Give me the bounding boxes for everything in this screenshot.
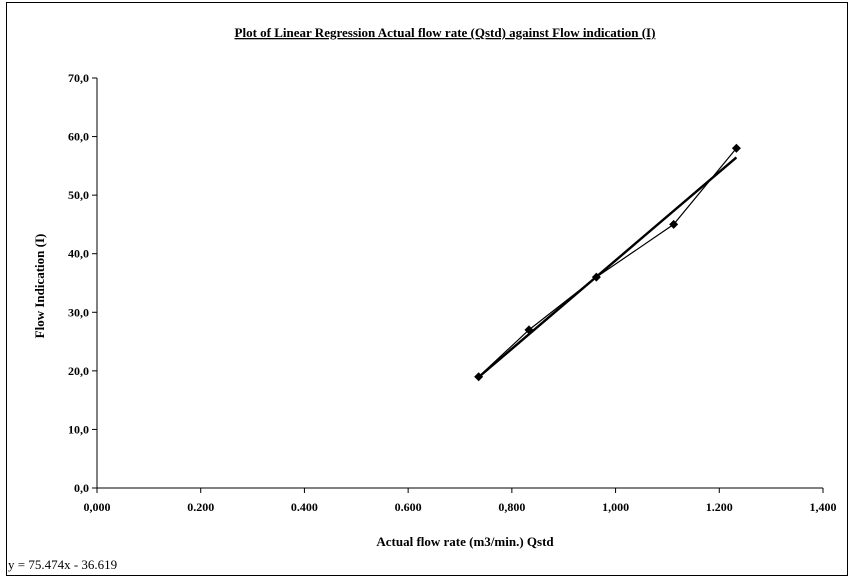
x-tick-label: 0,000 [84,500,111,514]
y-tick-label: 60,0 [68,130,89,144]
series-line [478,147,737,378]
x-axis-label: Actual flow rate (m3/min.) Qstd [376,534,554,549]
y-axis-label: Flow Indication (I) [32,234,47,339]
x-tick-label: 1,400 [810,500,837,514]
y-axis-ticks: 0,0 10,0 20,0 30,0 40,0 50,0 60,0 70,0 [68,71,97,495]
x-axis-ticks: 0,000 0.200 0.400 0.600 0,800 1,000 1.200 1,400 [84,488,837,514]
y-tick-label: 70,0 [68,71,89,85]
x-tick-label: 1,000 [602,500,629,514]
data-point [591,272,601,282]
axes [96,78,823,489]
regression-equation: y = 75.474x - 36.619 [8,557,118,572]
data-point [731,143,741,153]
y-tick-label: 10,0 [68,422,89,436]
y-tick-label: 40,0 [68,247,89,261]
x-tick-label: 0,800 [498,500,525,514]
x-tick-label: 0.600 [395,500,422,514]
y-tick-label: 50,0 [68,188,89,202]
y-tick-label: 30,0 [68,305,89,319]
y-tick-label: 0,0 [74,481,89,495]
data-point [669,219,679,229]
trendline [477,156,738,379]
data-point [474,372,484,382]
data-point [524,325,534,335]
chart-frame [6,2,848,576]
y-tick-label: 20,0 [68,364,89,378]
x-tick-label: 1.200 [706,500,733,514]
x-tick-label: 0.200 [187,500,214,514]
series-group [474,143,741,382]
chart-title: Plot of Linear Regression Actual flow ra… [235,25,656,40]
trendline-group [477,156,738,379]
x-tick-label: 0.400 [291,500,318,514]
